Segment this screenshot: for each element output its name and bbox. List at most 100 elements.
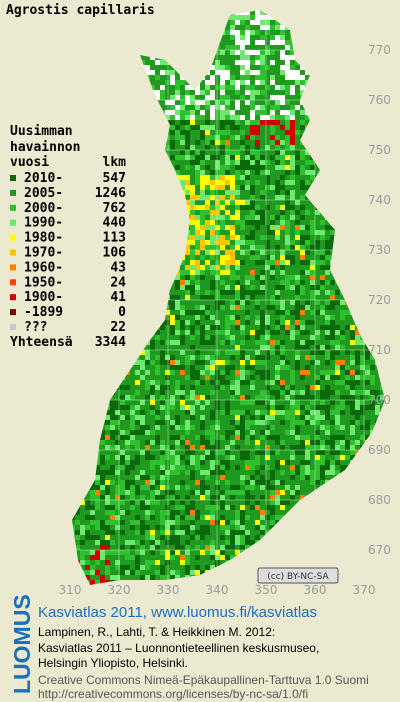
map-cell xyxy=(200,170,205,175)
map-cell xyxy=(275,165,280,170)
map-cell xyxy=(265,100,270,105)
map-cell xyxy=(245,315,250,320)
map-cell xyxy=(340,395,345,400)
map-cell xyxy=(320,235,325,240)
map-cell xyxy=(150,80,155,85)
map-cell xyxy=(320,275,325,280)
map-cell xyxy=(290,300,295,305)
map-cell xyxy=(250,260,255,265)
map-cell xyxy=(270,55,275,60)
map-cell xyxy=(230,190,235,195)
map-cell xyxy=(375,375,380,380)
map-cell xyxy=(250,285,255,290)
map-cell xyxy=(190,245,195,250)
map-cell xyxy=(255,125,260,130)
map-cell xyxy=(240,300,245,305)
map-cell xyxy=(180,290,185,295)
map-cell xyxy=(165,385,170,390)
map-cell xyxy=(325,380,330,385)
map-cell xyxy=(170,85,175,90)
map-cell xyxy=(255,375,260,380)
map-cell xyxy=(240,260,245,265)
map-cell xyxy=(180,160,185,165)
map-cell xyxy=(240,245,245,250)
map-cell xyxy=(295,245,300,250)
map-cell xyxy=(265,355,270,360)
map-cell xyxy=(250,330,255,335)
map-cell xyxy=(200,335,205,340)
map-cell xyxy=(280,275,285,280)
map-cell xyxy=(240,205,245,210)
map-cell xyxy=(195,175,200,180)
map-cell xyxy=(265,160,270,165)
map-cell xyxy=(180,175,185,180)
map-cell xyxy=(190,85,195,90)
map-cell xyxy=(340,330,345,335)
map-cell xyxy=(320,300,325,305)
map-cell xyxy=(210,225,215,230)
map-cell xyxy=(285,40,290,45)
map-cell xyxy=(325,325,330,330)
map-cell xyxy=(185,140,190,145)
map-cell xyxy=(250,70,255,75)
map-cell xyxy=(275,225,280,230)
map-cell xyxy=(175,120,180,125)
map-cell xyxy=(275,280,280,285)
map-cell xyxy=(260,70,265,75)
map-cell xyxy=(210,150,215,155)
map-cell xyxy=(230,45,235,50)
map-cell xyxy=(295,360,300,365)
map-cell xyxy=(305,330,310,335)
map-cell xyxy=(195,85,200,90)
map-cell xyxy=(180,335,185,340)
map-cell xyxy=(270,25,275,30)
map-cell xyxy=(185,205,190,210)
map-cell xyxy=(265,340,270,345)
map-cell xyxy=(300,395,305,400)
map-cell xyxy=(290,180,295,185)
map-cell xyxy=(230,100,235,105)
map-cell xyxy=(295,135,300,140)
map-cell xyxy=(255,365,260,370)
map-cell xyxy=(175,315,180,320)
map-cell xyxy=(270,70,275,75)
map-cell xyxy=(290,190,295,195)
map-cell xyxy=(230,155,235,160)
map-cell xyxy=(345,390,350,395)
map-cell xyxy=(155,365,160,370)
map-cell xyxy=(235,20,240,25)
map-cell xyxy=(230,370,235,375)
map-cell xyxy=(285,250,290,255)
map-cell xyxy=(265,130,270,135)
map-cell xyxy=(205,305,210,310)
map-cell xyxy=(325,315,330,320)
map-cell xyxy=(250,200,255,205)
map-cell xyxy=(150,385,155,390)
map-cell xyxy=(280,160,285,165)
map-cell xyxy=(220,345,225,350)
map-cell xyxy=(220,75,225,80)
map-cell xyxy=(235,275,240,280)
map-cell xyxy=(205,270,210,275)
map-cell xyxy=(305,150,310,155)
map-cell xyxy=(205,265,210,270)
map-cell xyxy=(295,100,300,105)
map-cell xyxy=(320,255,325,260)
map-cell xyxy=(210,275,215,280)
map-cell xyxy=(240,25,245,30)
map-cell xyxy=(175,385,180,390)
map-cell xyxy=(220,325,225,330)
map-cell xyxy=(225,365,230,370)
map-cell xyxy=(195,320,200,325)
map-cell xyxy=(235,45,240,50)
map-cell xyxy=(145,365,150,370)
map-cell xyxy=(270,255,275,260)
map-cell xyxy=(255,30,260,35)
map-cell xyxy=(240,275,245,280)
map-cell xyxy=(195,300,200,305)
map-cell xyxy=(260,75,265,80)
map-cell xyxy=(340,385,345,390)
map-cell xyxy=(295,345,300,350)
map-cell xyxy=(355,370,360,375)
map-cell xyxy=(175,80,180,85)
